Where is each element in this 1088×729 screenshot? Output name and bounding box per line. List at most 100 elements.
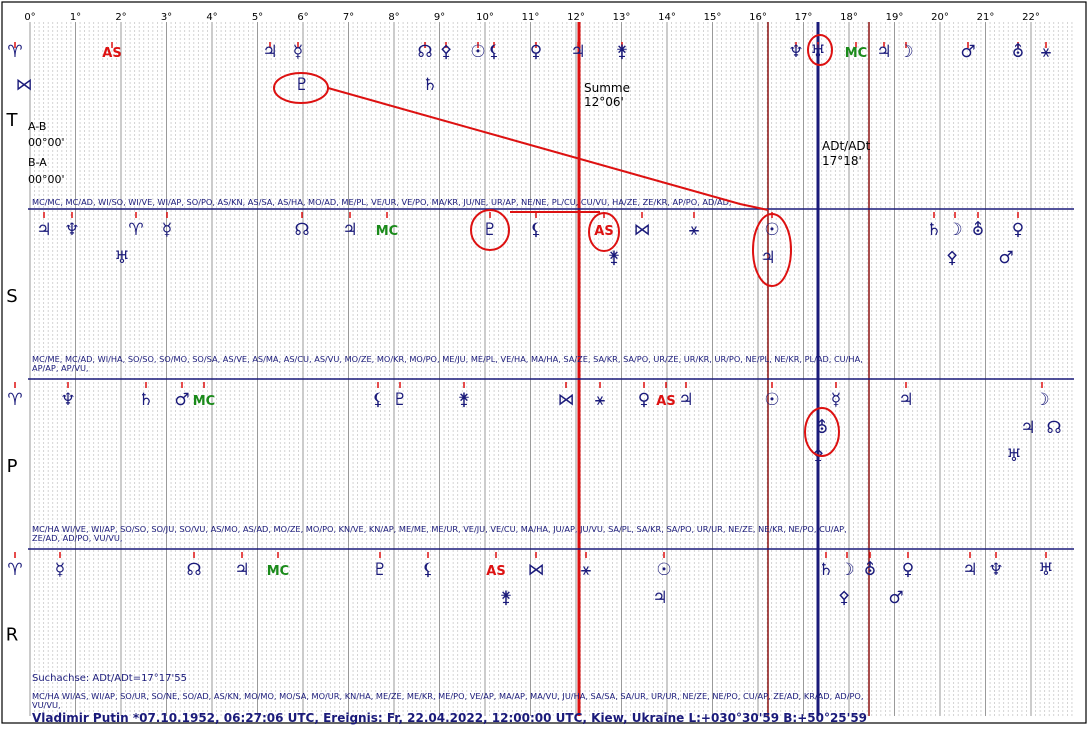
point-label: MC <box>193 394 215 409</box>
planet-glyph: ♄ <box>926 220 941 240</box>
planet-glyph: ♃ <box>760 248 775 268</box>
planet-glyph: ♅ <box>114 248 129 268</box>
planet-glyph: ♃ <box>898 390 913 410</box>
planet-glyph: ☿ <box>55 560 65 580</box>
summe-value: 12°06' <box>584 95 624 109</box>
planet-glyph: ♇ <box>294 75 309 95</box>
highlight-circle <box>807 34 833 66</box>
planet-glyph: ♀ <box>1012 220 1024 240</box>
panel-label: R <box>6 625 19 646</box>
planet-glyph: ⚴ <box>946 248 958 268</box>
planet-glyph: ☽ <box>898 42 913 62</box>
panel-info-text: B-A <box>28 156 47 169</box>
planet-glyph: ♃ <box>342 220 357 240</box>
midpoint-list: AP/AP, AP/VU, <box>32 363 89 373</box>
panel-info-text: 00°00' <box>28 136 65 149</box>
panel-info-text: A-B <box>28 120 46 133</box>
planet-glyph: ♃ <box>876 42 891 62</box>
planet-glyph: ☿ <box>293 42 303 62</box>
planet-glyph: ⋈ <box>558 390 575 410</box>
planet-glyph: ⛢ <box>972 220 984 240</box>
footer-info: Vladimir Putin *07.10.1952, 06:27:06 UTC… <box>32 711 867 725</box>
point-label: AS <box>486 564 505 579</box>
point-label: AS <box>594 224 613 239</box>
planet-glyph: ⚸ <box>488 42 500 62</box>
planet-glyph: ♂ <box>174 390 189 410</box>
planet-glyph: ☿ <box>162 220 172 240</box>
midpoint-list: MC/HA WI/VE, WI/AP, SO/SO, SO/JU, SO/VU,… <box>32 524 847 534</box>
planet-glyph: ♃ <box>652 588 667 608</box>
midpoint-list: MC/MC, MC/AD, WI/SO, WI/VE, WI/AP, SO/PO… <box>32 197 732 207</box>
planet-glyph: ⚹ <box>581 560 591 580</box>
planet-glyph: ♆ <box>988 560 1003 580</box>
planet-glyph: ♈ <box>7 560 22 580</box>
planet-glyph: ♀ <box>902 560 914 580</box>
planet-glyph: ☊ <box>294 220 309 240</box>
summe-label: Summe <box>584 81 630 95</box>
planet-glyph: ☉ <box>470 42 485 62</box>
planet-glyph: ♇ <box>372 560 387 580</box>
search-axis-label: Suchachse: ADt/ADt=17°17'55 <box>32 673 187 684</box>
planet-glyph: ♂ <box>888 588 903 608</box>
planet-glyph: ♀ <box>530 42 542 62</box>
planet-glyph: ♆ <box>60 390 75 410</box>
planet-glyph: ⚴ <box>838 588 850 608</box>
planet-glyph: ☊ <box>186 560 201 580</box>
planet-glyph: ♅ <box>1038 560 1053 580</box>
adt-value: 17°18' <box>822 154 862 168</box>
panel-label: S <box>6 286 17 307</box>
planet-glyph: ⚹ <box>689 220 699 240</box>
point-label: MC <box>267 564 289 579</box>
planet-glyph: ☉ <box>764 220 779 240</box>
planet-glyph: ⚵ <box>458 390 470 410</box>
planet-glyph: ⋈ <box>634 220 651 240</box>
point-label: MC <box>845 46 867 61</box>
degree-label: 9° <box>434 12 445 23</box>
midpoint-list: MC/HA WI/AS, WI/AP, SO/UR, SO/NE, SO/AD,… <box>32 691 863 701</box>
panel-label: T <box>6 110 19 131</box>
degree-label: 6° <box>297 12 308 23</box>
planet-glyph: ⚵ <box>616 42 628 62</box>
planet-glyph: ♃ <box>570 42 585 62</box>
degree-label: 1° <box>70 12 81 23</box>
planet-glyph: ♈ <box>128 220 143 240</box>
planet-glyph: ⋈ <box>528 560 545 580</box>
degree-label: 7° <box>343 12 354 23</box>
planet-glyph: ♇ <box>392 390 407 410</box>
point-label: AS <box>656 394 675 409</box>
planet-glyph: ☽ <box>1034 390 1049 410</box>
planet-glyph: ⚵ <box>500 588 512 608</box>
planet-glyph: ☊ <box>1046 418 1061 438</box>
planet-glyph: ⛢ <box>864 560 876 580</box>
degree-label: 0° <box>24 12 35 23</box>
planet-glyph: ☊ <box>417 42 432 62</box>
planet-glyph: ♄ <box>138 390 153 410</box>
point-label: AS <box>102 46 121 61</box>
planet-glyph: ⛢ <box>816 418 828 438</box>
highlight-circle <box>470 209 510 251</box>
planet-glyph: ♅ <box>810 42 825 62</box>
planet-glyph: ♃ <box>962 560 977 580</box>
planet-glyph: ♀ <box>638 390 650 410</box>
panel-info-text: 00°00' <box>28 173 65 186</box>
planet-glyph: ⚸ <box>372 390 384 410</box>
planet-glyph: ⚹ <box>595 390 605 410</box>
planet-glyph: ⚸ <box>530 220 542 240</box>
degree-label: 3° <box>161 12 172 23</box>
degree-label: 18° <box>840 12 858 23</box>
degree-label: 17° <box>795 12 813 23</box>
panel-label: P <box>7 456 18 477</box>
degree-label: 19° <box>886 12 904 23</box>
degree-label: 14° <box>658 12 676 23</box>
planet-glyph: ♅ <box>1006 446 1021 466</box>
planet-glyph: ♂ <box>960 42 975 62</box>
highlight-circle <box>804 407 840 457</box>
degree-label: 22° <box>1022 12 1040 23</box>
midpoint-list: MC/ME, MC/AD, WI/HA, SO/SO, SO/MO, SO/SA… <box>32 354 863 364</box>
planet-glyph: ♈ <box>7 42 22 62</box>
planet-glyph: ♇ <box>482 220 497 240</box>
degree-label: 13° <box>613 12 631 23</box>
highlight-circle <box>588 212 620 252</box>
